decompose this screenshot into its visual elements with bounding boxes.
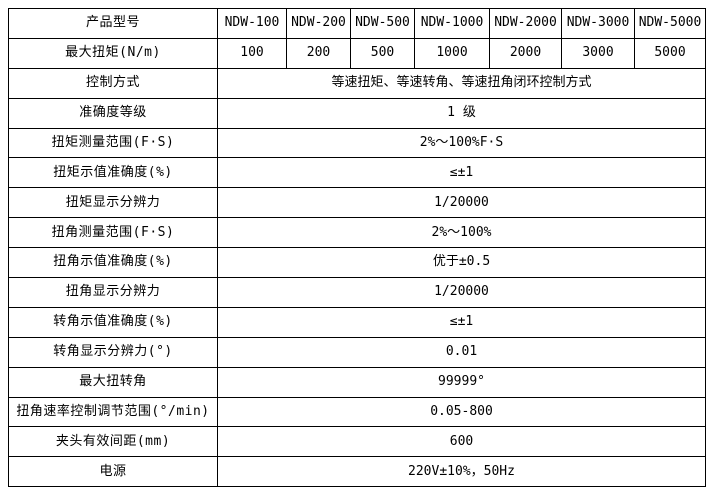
spec-label-cell: 最大扭矩(N/m) xyxy=(8,37,218,69)
torque-value-cell: 200 xyxy=(286,37,351,69)
spec-value-cell: 1/20000 xyxy=(217,277,706,308)
spec-label-cell: 扭角示值准确度(%) xyxy=(8,247,218,279)
model-header-cell: NDW-500 xyxy=(350,8,415,39)
spec-label-cell: 扭矩测量范围(F·S) xyxy=(8,127,218,159)
model-header-cell: NDW-100 xyxy=(217,8,287,39)
spec-label-cell: 准确度等级 xyxy=(8,97,218,129)
spec-value-cell: 优于±0.5 xyxy=(217,247,706,279)
spec-label-cell: 扭角测量范围(F·S) xyxy=(8,217,218,249)
table-row-max-torque: 最大扭矩(N/m) 100 200 500 1000 2000 3000 500… xyxy=(8,37,706,69)
spec-value-cell: 99999° xyxy=(217,366,706,398)
torque-value-cell: 100 xyxy=(217,37,287,69)
table-row-twist-range: 扭角测量范围(F·S) 2%～100% xyxy=(8,217,706,249)
torque-value-cell: 500 xyxy=(350,37,415,69)
table-row-torque-accuracy: 扭矩示值准确度(%) ≤±1 xyxy=(8,157,706,189)
spec-label-cell: 控制方式 xyxy=(8,67,218,99)
spec-value-cell: 600 xyxy=(217,426,706,458)
spec-value-cell: ≤±1 xyxy=(217,306,706,338)
table-row-accuracy-class: 准确度等级 1 级 xyxy=(8,97,706,129)
spec-label-cell: 最大扭转角 xyxy=(8,366,218,398)
spec-label-cell: 电源 xyxy=(8,456,218,488)
table-row-model: 产品型号 NDW-100 NDW-200 NDW-500 NDW-1000 ND… xyxy=(8,8,706,39)
spec-value-cell: 0.01 xyxy=(217,336,706,368)
torque-value-cell: 5000 xyxy=(634,37,706,69)
table-row-max-twist-angle: 最大扭转角 99999° xyxy=(8,366,706,398)
table-row-twist-resolution: 扭角显示分辨力 1/20000 xyxy=(8,277,706,308)
table-row-rotation-resolution: 转角显示分辨力(°) 0.01 xyxy=(8,336,706,368)
model-header-cell: NDW-200 xyxy=(286,8,351,39)
torque-value-cell: 2000 xyxy=(489,37,562,69)
spec-value-cell: 2%～100% xyxy=(217,217,706,249)
table-row-grip-spacing: 夹头有效间距(mm) 600 xyxy=(8,426,706,458)
table-row-rotation-accuracy: 转角示值准确度(%) ≤±1 xyxy=(8,306,706,338)
spec-label-cell: 产品型号 xyxy=(8,8,218,39)
model-header-cell: NDW-1000 xyxy=(414,8,490,39)
spec-label-cell: 扭角显示分辨力 xyxy=(8,277,218,308)
spec-value-cell: 等速扭矩、等速转角、等速扭角闭环控制方式 xyxy=(217,67,706,99)
spec-label-cell: 转角显示分辨力(°) xyxy=(8,336,218,368)
spec-label-cell: 转角示值准确度(%) xyxy=(8,306,218,338)
torque-value-cell: 3000 xyxy=(561,37,635,69)
model-header-cell: NDW-5000 xyxy=(634,8,706,39)
spec-value-cell: ≤±1 xyxy=(217,157,706,189)
table-row-twist-accuracy: 扭角示值准确度(%) 优于±0.5 xyxy=(8,247,706,279)
spec-value-cell: 1 级 xyxy=(217,97,706,129)
torque-value-cell: 1000 xyxy=(414,37,490,69)
model-header-cell: NDW-3000 xyxy=(561,8,635,39)
spec-label-cell: 扭角速率控制调节范围(°/min) xyxy=(8,396,218,428)
spec-value-cell: 2%～100%F·S xyxy=(217,127,706,159)
spec-value-cell: 1/20000 xyxy=(217,187,706,219)
spec-label-cell: 扭矩示值准确度(%) xyxy=(8,157,218,189)
table-row-torque-range: 扭矩测量范围(F·S) 2%～100%F·S xyxy=(8,127,706,159)
model-header-cell: NDW-2000 xyxy=(489,8,562,39)
table-row-speed-range: 扭角速率控制调节范围(°/min) 0.05-800 xyxy=(8,396,706,428)
table-row-torque-resolution: 扭矩显示分辨力 1/20000 xyxy=(8,187,706,219)
table-row-control-mode: 控制方式 等速扭矩、等速转角、等速扭角闭环控制方式 xyxy=(8,67,706,99)
spec-label-cell: 夹头有效间距(mm) xyxy=(8,426,218,458)
spec-value-cell: 0.05-800 xyxy=(217,396,706,428)
spec-label-cell: 扭矩显示分辨力 xyxy=(8,187,218,219)
spec-value-cell: 220V±10%，50Hz xyxy=(217,456,706,488)
product-spec-table: 产品型号 NDW-100 NDW-200 NDW-500 NDW-1000 ND… xyxy=(8,8,706,488)
table-row-power-supply: 电源 220V±10%，50Hz xyxy=(8,456,706,488)
